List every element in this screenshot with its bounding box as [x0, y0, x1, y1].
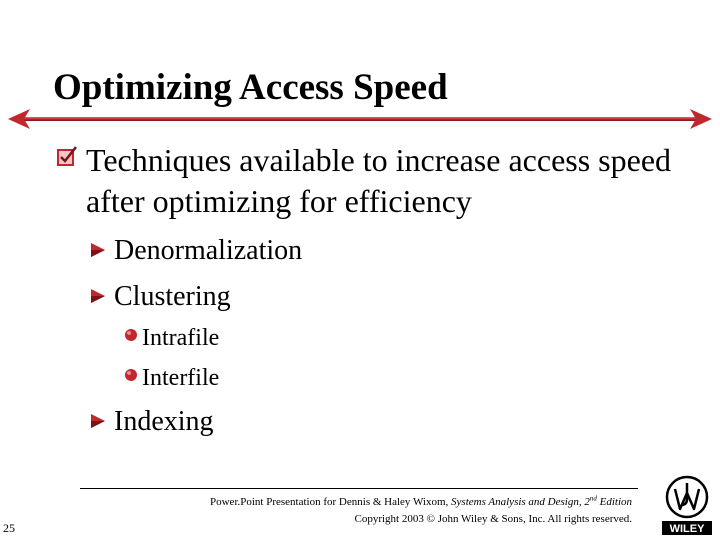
bullet-intrafile: Intrafile [124, 324, 219, 352]
arrow-bullet-icon [91, 414, 105, 428]
double-arrow-divider-icon [8, 109, 712, 129]
bullet-clustering-text: Clustering [114, 281, 231, 312]
bullet-clustering: Clustering [90, 281, 231, 313]
slide-title: Optimizing Access Speed [53, 67, 448, 108]
bullet-techniques-text: Techniques available to increase access … [86, 142, 672, 219]
wiley-logo-icon: WILEY [662, 475, 712, 535]
logo-text: WILEY [670, 523, 705, 535]
dot-bullet-icon [125, 329, 137, 341]
credit-line: Power.Point Presentation for Dennis & Ha… [160, 494, 632, 511]
bullet-techniques: Techniques available to increase access … [56, 140, 686, 222]
arrow-bullet-icon [91, 243, 105, 257]
credit-prefix: Power.Point Presentation for Dennis & Ha… [210, 496, 452, 508]
bullet-interfile-text: Interfile [142, 365, 220, 391]
credit-book-title: Systems Analysis and Design, 2nd Edition [451, 494, 632, 508]
copyright-line: Copyright 2003 © John Wiley & Sons, Inc.… [354, 513, 633, 525]
slide-number: 25 [3, 521, 15, 535]
footer-divider [80, 488, 638, 489]
dot-bullet-icon [125, 369, 137, 381]
bullet-indexing-text: Indexing [114, 406, 214, 437]
bullet-denormalization-text: Denormalization [114, 235, 303, 266]
checkbox-bullet-icon [57, 146, 77, 166]
bullet-intrafile-text: Intrafile [142, 325, 220, 351]
footer-credit: Power.Point Presentation for Dennis & Ha… [160, 494, 632, 528]
arrow-bullet-icon [91, 289, 105, 303]
bullet-indexing: Indexing [90, 406, 214, 438]
bullet-denormalization: Denormalization [90, 235, 302, 267]
bullet-interfile: Interfile [124, 364, 219, 392]
